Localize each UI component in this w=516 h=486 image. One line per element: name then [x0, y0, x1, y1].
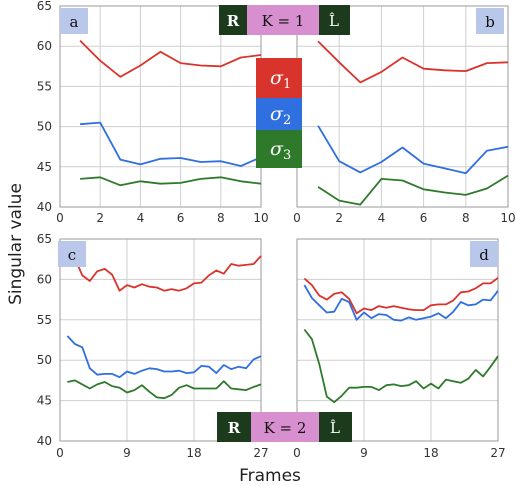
plot-frame — [59, 5, 262, 208]
caption-bottom-left-box — [217, 412, 251, 442]
caption-bottom-middle: K = 2 — [264, 419, 307, 437]
x-tick-label: 8 — [462, 211, 470, 225]
y-tick-label: 45 — [37, 160, 52, 174]
panel-label: c — [68, 246, 76, 264]
x-tick-label: 10 — [253, 211, 268, 225]
caption-top-right: L̂ — [329, 12, 339, 30]
panel-label: b — [485, 13, 495, 31]
panel-c: 40 45 50 55 60 65 0 9 18 27 c — [37, 232, 269, 460]
legend-label-sigma-1: σ1 — [270, 67, 291, 92]
legend-swatch-sigma-1 — [256, 58, 302, 98]
y-tick-label: 65 — [37, 0, 52, 13]
x-tick-label: 9 — [123, 446, 131, 460]
series-line-sigma-1 — [303, 277, 499, 315]
x-tick-label: 0 — [293, 446, 301, 460]
panel-label: a — [70, 13, 79, 31]
y-tick-label: 60 — [37, 39, 52, 53]
series-line-sigma-1 — [67, 255, 262, 292]
caption-bottom-middle-box — [251, 412, 319, 442]
caption-top-left-box — [219, 5, 247, 35]
plot-frame — [296, 238, 499, 442]
legend-swatch-sigma-3 — [256, 130, 302, 168]
y-tick-label: 40 — [37, 434, 52, 448]
x-axis-label: Frames — [239, 466, 301, 486]
caption-bottom: R K = 2 L̂ — [217, 412, 352, 442]
series-line-sigma-1 — [79, 39, 262, 78]
legend: σ1 σ2 σ3 — [256, 58, 302, 168]
x-tick-label: 6 — [420, 211, 428, 225]
x-tick-label: 0 — [293, 211, 301, 225]
caption-top-middle: K = 1 — [262, 12, 305, 30]
caption-top-right-box — [319, 5, 350, 35]
series-line-sigma-2 — [66, 335, 262, 379]
x-tick-label: 2 — [335, 211, 343, 225]
caption-top: R K = 1 L̂ — [219, 5, 350, 35]
y-tick-label: 55 — [37, 313, 52, 327]
x-tick-label: 2 — [96, 211, 104, 225]
x-tick-label: 10 — [500, 211, 515, 225]
caption-top-middle-box — [247, 5, 319, 35]
y-tick-label: 60 — [37, 272, 52, 286]
panel-label-box — [470, 241, 498, 267]
x-tick-label: 0 — [56, 446, 64, 460]
x-tick-label: 18 — [423, 446, 438, 460]
panel-label-box — [476, 8, 504, 34]
series-line-sigma-1 — [317, 40, 509, 84]
legend-label-sigma-2: σ2 — [270, 103, 291, 128]
x-tick-label: 4 — [378, 211, 386, 225]
series-line-sigma-2 — [303, 284, 499, 322]
y-tick-label: 65 — [37, 232, 52, 246]
y-axis-label: Singular value — [6, 183, 26, 305]
plot-frame — [59, 238, 262, 442]
caption-top-left: R — [227, 12, 240, 30]
x-tick-label: 9 — [360, 446, 368, 460]
x-tick-label: 8 — [217, 211, 225, 225]
panel-label-box — [60, 8, 88, 34]
series-line-sigma-3 — [80, 176, 262, 187]
legend-label-sigma-3: σ3 — [270, 138, 291, 163]
x-tick-label: 27 — [253, 446, 268, 460]
panel-b: 0 2 4 6 8 10 b — [293, 5, 516, 225]
series-line-sigma-3 — [317, 174, 509, 206]
series-line-sigma-3 — [67, 379, 262, 400]
x-tick-label: 0 — [56, 211, 64, 225]
x-tick-label: 18 — [186, 446, 201, 460]
x-tick-label: 6 — [177, 211, 185, 225]
x-tick-label: 27 — [490, 446, 505, 460]
caption-bottom-right-box — [319, 412, 352, 442]
series-line-sigma-3 — [303, 328, 499, 404]
x-tick-label: 4 — [137, 211, 145, 225]
caption-bottom-right: L̂ — [330, 419, 340, 437]
series-line-sigma-2 — [317, 125, 509, 175]
series-line-sigma-2 — [80, 121, 262, 167]
legend-swatch-sigma-2 — [256, 98, 302, 130]
plot-frame — [296, 5, 509, 208]
y-tick-label: 50 — [37, 120, 52, 134]
y-tick-label: 40 — [37, 200, 52, 214]
y-tick-label: 45 — [37, 394, 52, 408]
y-tick-label: 55 — [37, 79, 52, 93]
panel-label: d — [479, 246, 489, 264]
caption-bottom-left: R — [228, 419, 241, 437]
panel-label-box — [58, 241, 86, 267]
y-tick-label: 50 — [37, 353, 52, 367]
